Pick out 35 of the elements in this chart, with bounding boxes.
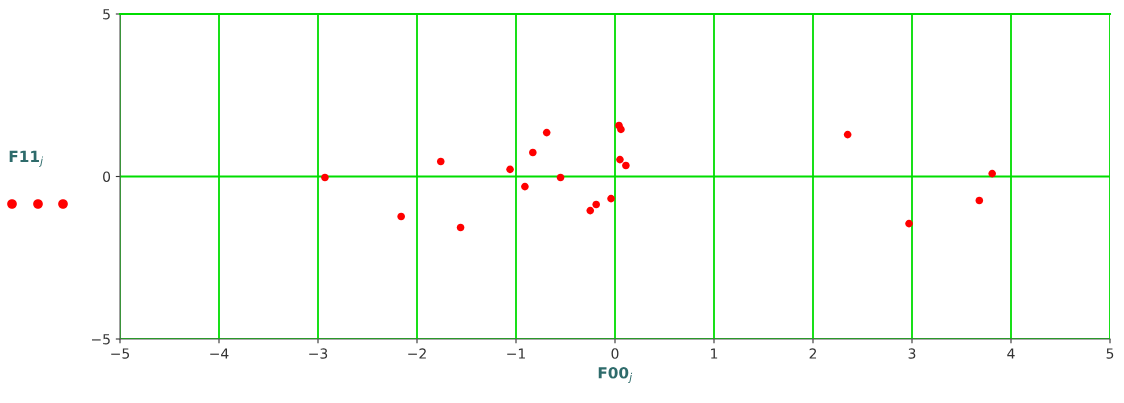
point <box>988 169 996 178</box>
x-tick-label: −3 <box>309 348 328 359</box>
point <box>617 125 625 134</box>
x-tick-label: −2 <box>408 348 426 359</box>
x-tick-label: 0 <box>611 348 619 359</box>
y-tick-label: 5 <box>103 9 110 20</box>
point <box>521 182 529 191</box>
x-tick-label: −1 <box>507 348 525 359</box>
point <box>592 200 600 209</box>
y-axis-title: F11$_{j}$ <box>9 150 44 167</box>
point <box>616 155 624 164</box>
point <box>586 206 595 215</box>
point <box>397 212 405 221</box>
point <box>456 223 465 232</box>
y-tick-label: 0 <box>103 171 111 182</box>
point <box>436 157 445 166</box>
y-tick-label: −5 <box>91 334 110 345</box>
x-tick-label: −4 <box>210 348 229 359</box>
x-tick-label: 3 <box>908 348 916 359</box>
x-tick-label: 5 <box>1106 348 1114 359</box>
point <box>506 165 514 174</box>
point <box>529 148 537 157</box>
point <box>905 219 913 228</box>
x-tick-label: 1 <box>711 348 718 359</box>
point <box>321 173 329 182</box>
point <box>607 194 615 203</box>
point <box>542 128 551 137</box>
x-tick-label: 4 <box>1007 348 1015 359</box>
x-tick-label: −5 <box>111 348 130 359</box>
point <box>843 130 852 139</box>
point <box>622 161 630 170</box>
point <box>975 196 984 205</box>
point <box>556 173 565 182</box>
x-tick-label: 2 <box>809 348 817 359</box>
x-axis-title: F00$_{j}$ <box>598 367 633 384</box>
